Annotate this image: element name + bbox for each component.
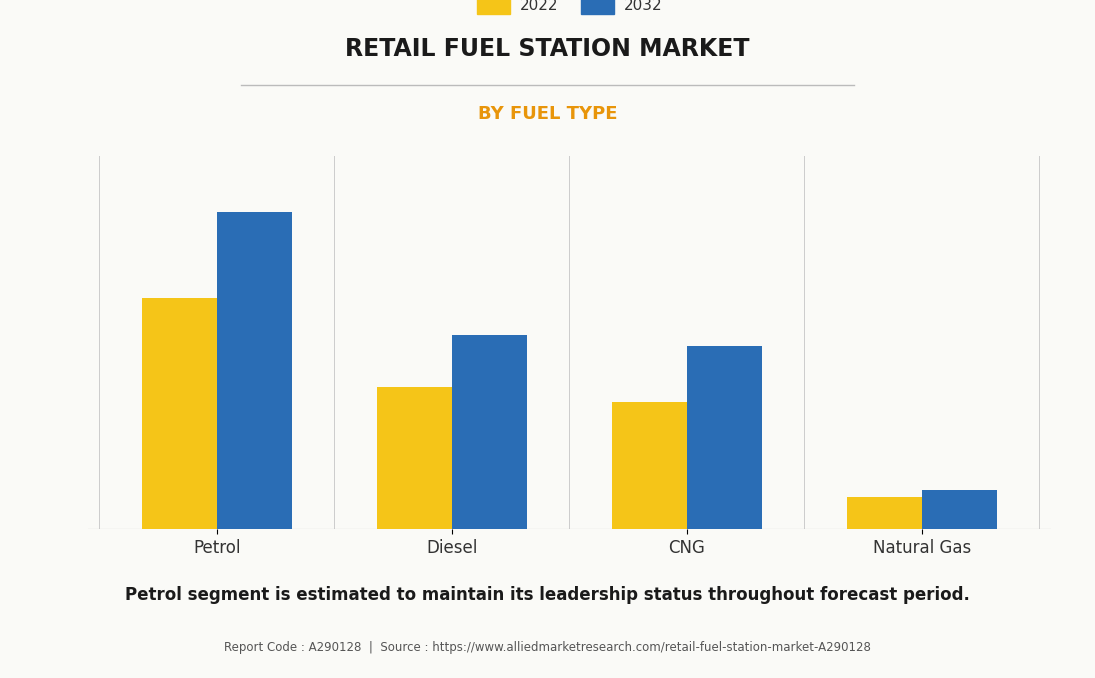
Bar [141, 298, 217, 529]
Bar [217, 212, 292, 529]
Text: Report Code : A290128  |  Source : https://www.alliedmarketresearch.com/retail-f: Report Code : A290128 | Source : https:/… [224, 641, 871, 654]
Bar [687, 346, 762, 529]
Text: BY FUEL TYPE: BY FUEL TYPE [477, 105, 618, 123]
Bar [922, 490, 998, 529]
Bar [612, 402, 687, 529]
Legend: 2022, 2032: 2022, 2032 [471, 0, 668, 20]
Bar [377, 387, 452, 529]
Text: Petrol segment is estimated to maintain its leadership status throughout forecas: Petrol segment is estimated to maintain … [125, 586, 970, 605]
Text: RETAIL FUEL STATION MARKET: RETAIL FUEL STATION MARKET [345, 37, 750, 61]
Bar [846, 497, 922, 529]
Bar [452, 335, 527, 529]
